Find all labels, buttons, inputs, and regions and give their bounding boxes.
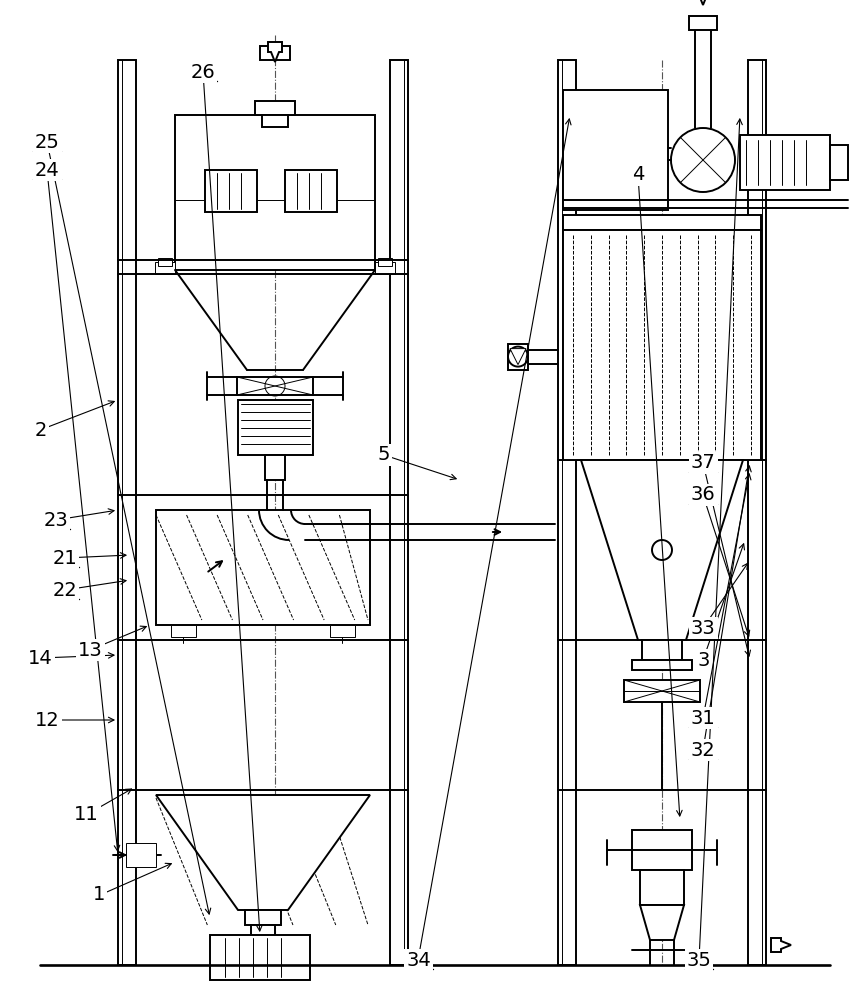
- Text: 24: 24: [35, 160, 60, 180]
- Bar: [632, 830, 692, 870]
- Text: 34: 34: [406, 950, 431, 970]
- Text: 37: 37: [691, 454, 715, 473]
- Text: 32: 32: [691, 740, 715, 760]
- Text: 22: 22: [53, 580, 77, 599]
- Text: 12: 12: [35, 710, 60, 730]
- Bar: [210, 935, 310, 980]
- Bar: [330, 625, 355, 637]
- Bar: [563, 230, 761, 460]
- Bar: [624, 680, 700, 702]
- Bar: [262, 115, 288, 127]
- Text: 4: 4: [633, 165, 645, 184]
- Text: 5: 5: [378, 446, 390, 464]
- Bar: [508, 344, 528, 370]
- Bar: [251, 925, 275, 940]
- Bar: [740, 135, 830, 190]
- Text: 33: 33: [691, 618, 715, 638]
- Bar: [642, 640, 682, 660]
- Bar: [563, 90, 668, 210]
- Bar: [118, 60, 136, 965]
- Bar: [126, 843, 156, 867]
- Bar: [237, 377, 313, 395]
- Text: 36: 36: [691, 486, 715, 504]
- Polygon shape: [510, 349, 526, 365]
- Bar: [255, 940, 271, 950]
- Text: 25: 25: [35, 132, 60, 151]
- Bar: [378, 258, 392, 266]
- Bar: [748, 60, 766, 965]
- Text: 35: 35: [687, 950, 711, 970]
- Polygon shape: [156, 795, 370, 910]
- Bar: [237, 400, 312, 455]
- Bar: [260, 46, 290, 60]
- Bar: [175, 115, 375, 270]
- Bar: [563, 215, 761, 230]
- Text: 2: 2: [35, 420, 47, 440]
- Text: 31: 31: [691, 708, 715, 728]
- Bar: [245, 910, 281, 925]
- Bar: [640, 870, 684, 905]
- Bar: [285, 170, 337, 212]
- Text: 21: 21: [53, 548, 77, 568]
- Polygon shape: [640, 905, 684, 940]
- Polygon shape: [268, 42, 282, 62]
- Bar: [390, 60, 408, 965]
- Text: 3: 3: [697, 650, 709, 670]
- Text: 26: 26: [191, 62, 215, 82]
- Text: 23: 23: [44, 510, 68, 530]
- Bar: [171, 625, 196, 637]
- Bar: [689, 16, 717, 30]
- Bar: [830, 145, 848, 180]
- Bar: [265, 455, 285, 480]
- Text: 14: 14: [28, 648, 53, 668]
- Bar: [205, 170, 257, 212]
- Bar: [156, 510, 370, 625]
- Bar: [255, 101, 295, 115]
- Bar: [558, 60, 576, 965]
- Bar: [158, 258, 172, 266]
- Text: 1: 1: [93, 886, 105, 904]
- Bar: [375, 262, 395, 274]
- Bar: [632, 660, 692, 670]
- Text: 11: 11: [74, 806, 98, 824]
- Polygon shape: [696, 0, 710, 5]
- Bar: [155, 262, 175, 274]
- Text: 13: 13: [79, 641, 103, 660]
- Polygon shape: [771, 938, 791, 952]
- Polygon shape: [581, 460, 743, 640]
